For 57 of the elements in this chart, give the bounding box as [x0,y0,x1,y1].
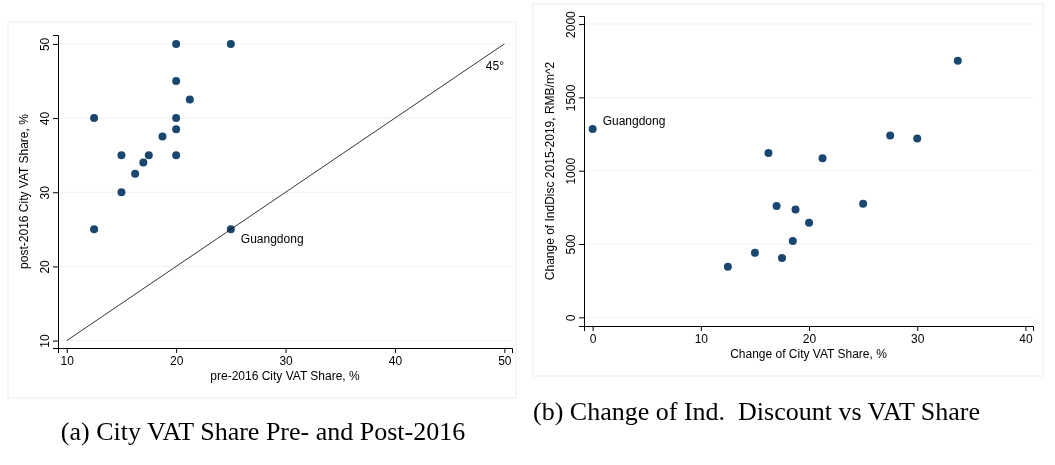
point [172,125,181,134]
x-tick-label: 20 [802,331,817,346]
point [778,253,786,262]
point [90,114,99,123]
x-tick-label: 10 [60,353,75,368]
point [859,199,868,208]
point [818,154,827,163]
x-tick-label: 30 [911,331,925,346]
y-tick-label: 50 [38,37,52,52]
annotation: Guangdong [240,232,304,247]
point [172,151,181,160]
x-tick-label: 20 [169,353,184,368]
point [131,169,140,178]
point [788,237,797,246]
point [791,205,800,214]
x-tick-label: 40 [1019,331,1033,346]
y-tick-label: 30 [38,185,52,200]
y-tick-label: 0 [564,314,578,322]
point [117,151,126,160]
x-tick-label: 0 [589,331,597,346]
y-tick-label: 500 [564,234,578,255]
point [886,131,895,140]
point [723,262,732,271]
point [172,114,181,123]
annotation: 45° [485,59,505,73]
point [144,151,153,160]
y-tick-label: 1500 [564,84,578,112]
point [764,149,773,158]
point [226,39,235,48]
point [750,248,759,257]
point [185,95,194,104]
point [139,158,148,167]
y-tick-label: 40 [38,111,52,126]
point [953,56,962,65]
y-axis-title: Change of IndDisc 2015-2019, RMB/m^2 [543,61,557,281]
point [588,124,597,133]
point [172,77,181,85]
x-tick-label: 30 [279,353,294,368]
y-axis-title: post-2016 City VAT Share, % [17,113,31,269]
point [117,188,126,197]
y-tick-label: 20 [38,259,52,274]
point [90,225,99,234]
x-tick-label: 50 [498,353,512,368]
point [172,39,181,48]
annotation: Guangdong [602,113,666,128]
text: (a) City VAT Share Pre- and Post-2016 [60,417,466,446]
point [772,201,781,210]
y-tick-label: 1000 [564,157,578,185]
x-axis-title: Change of City VAT Share, % [730,347,888,361]
point [805,218,814,227]
x-axis-title: pre-2016 City VAT Share, % [210,369,361,383]
point [913,134,922,143]
y-tick-label: 2000 [564,10,578,38]
x-tick-label: 40 [388,353,403,368]
text: (b) Change of Ind. Discount vs VAT Share [533,397,981,426]
x-tick-label: 10 [694,331,709,346]
point [158,132,167,141]
